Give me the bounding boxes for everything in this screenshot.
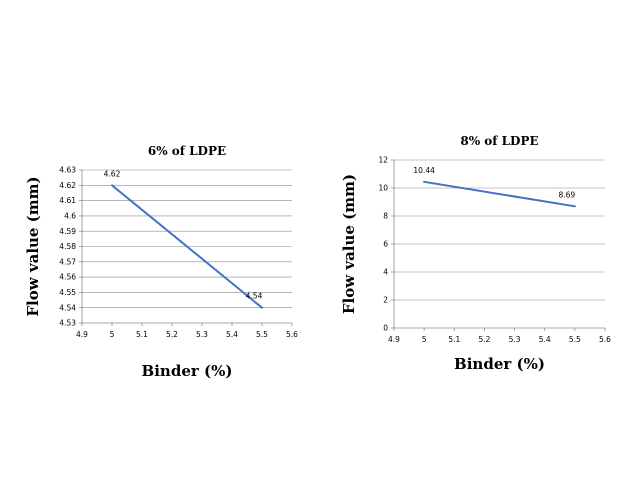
data-label: 10.44 (413, 166, 435, 175)
chart-title: 6% of LDPE (148, 144, 226, 158)
x-tick-label: 5.3 (196, 330, 208, 339)
x-tick-label: 5 (110, 330, 115, 339)
x-tick-label: 5.2 (166, 330, 178, 339)
x-tick-label: 4.9 (388, 335, 400, 344)
x-tick-label: 5.6 (599, 335, 611, 344)
y-axis-title: Flow value (mm) (340, 174, 358, 314)
x-tick-label: 5.6 (286, 330, 298, 339)
data-label: 8.69 (559, 190, 576, 199)
x-tick-label: 5.4 (539, 335, 551, 344)
y-tick-label: 2 (383, 296, 388, 305)
y-tick-label: 8 (383, 212, 388, 221)
chart-title: 8% of LDPE (460, 134, 538, 148)
x-axis-title: Binder (%) (454, 355, 545, 373)
y-tick-label: 4.58 (59, 242, 76, 251)
x-tick-label: 5.3 (509, 335, 521, 344)
y-tick-label: 4.63 (59, 166, 76, 175)
y-tick-label: 4 (383, 268, 388, 277)
y-tick-label: 4.6 (64, 212, 76, 221)
y-tick-label: 10 (378, 184, 388, 193)
y-tick-label: 0 (383, 324, 388, 333)
chart-1: 4.53 4.54 4.55 4.56 4.57 4.58 4.59 4.6 4.61 4.62 4… (24, 144, 298, 380)
y-tick-label: 12 (378, 156, 388, 165)
y-axis-title: Flow value (mm) (24, 176, 42, 316)
x-tick-label: 5.1 (448, 335, 460, 344)
series-line (111, 184, 263, 309)
x-tick-label: 5.4 (226, 330, 238, 339)
y-tick-label: 4.55 (59, 288, 76, 297)
x-tick-label: 4.9 (76, 330, 88, 339)
series-line (423, 180, 576, 208)
x-tick-label: 5 (422, 335, 427, 344)
data-label: 4.62 (104, 169, 121, 178)
y-tick-label: 4.62 (59, 181, 76, 190)
y-tick-label: 4.53 (59, 319, 76, 328)
chart-2: 0 2 4 6 8 10 12 4.9 5 5.1 5.2 5.3 5.4 5.5 5.6 8% of LDP… (340, 134, 611, 373)
y-tick-label: 4.57 (59, 257, 76, 266)
x-tick-label: 5.1 (136, 330, 148, 339)
x-tick-label: 5.2 (478, 335, 490, 344)
y-tick-label: 4.61 (59, 196, 76, 205)
x-axis-title: Binder (%) (142, 362, 233, 380)
y-tick-label: 4.56 (59, 273, 76, 282)
x-tick-label: 5.5 (256, 330, 268, 339)
y-tick-label: 6 (383, 240, 388, 249)
x-tick-label: 5.5 (569, 335, 581, 344)
data-label: 4.54 (246, 292, 263, 301)
y-tick-label: 4.59 (59, 227, 76, 236)
y-tick-label: 4.54 (59, 303, 76, 312)
